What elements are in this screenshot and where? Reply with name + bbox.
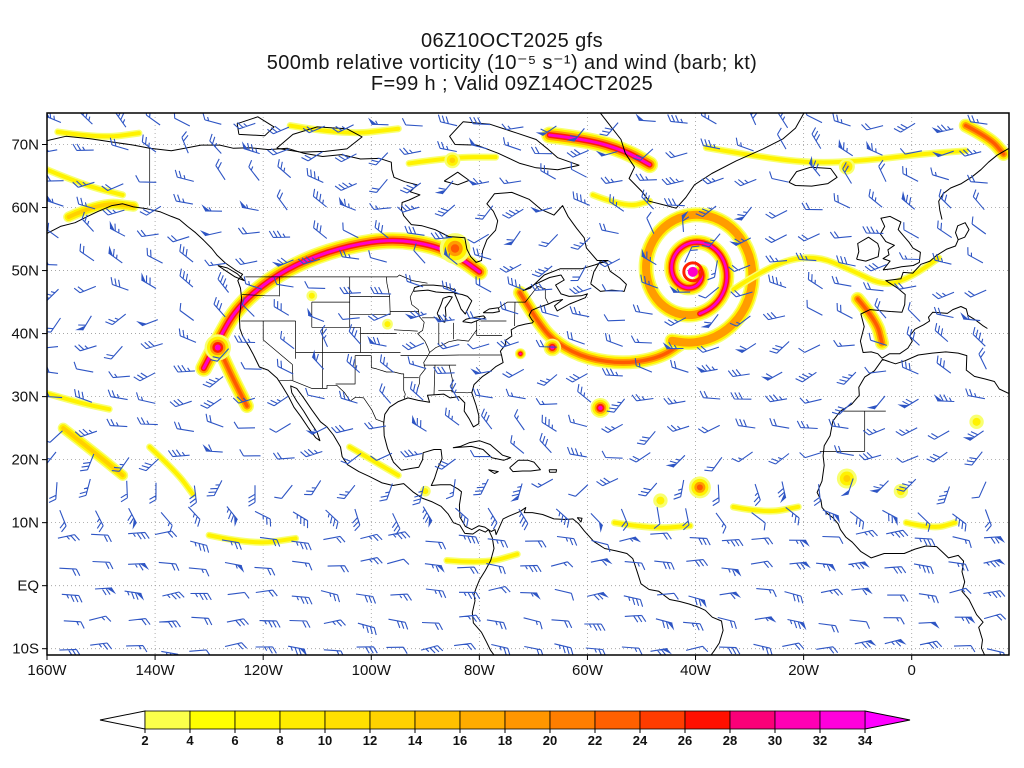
chart-title-line1: 06Z10OCT2025 gfs (420, 30, 604, 52)
lat-tick-label: 50N (11, 263, 39, 280)
colorbar-tick-label: 32 (813, 733, 827, 748)
colorbar: 2 4 6 8 10 12 14 16 18 20 22 24 26 28 30 32 34 (99, 710, 911, 748)
colorbar-tick-label: 18 (498, 733, 512, 748)
lon-axis-labels: 160W 140W 120W 100W 80W 60W 40W 20W 0 (27, 655, 916, 679)
lat-tick-label: 10N (11, 515, 39, 532)
colorbar-tick-label: 10 (318, 733, 332, 748)
colorbar-segment (774, 710, 821, 730)
colorbar-tick-label: 12 (363, 733, 377, 748)
colorbar-tick-label: 34 (858, 733, 873, 748)
colorbar-segment (549, 710, 596, 730)
lon-tick-label: 60W (572, 662, 604, 679)
chart-title-line3: F=99 h ; Valid 09Z14OCT2025 (370, 73, 654, 95)
lon-tick-label: 0 (908, 662, 916, 679)
lat-tick-label: 60N (11, 200, 39, 217)
colorbar-segment (189, 710, 236, 730)
colorbar-tick-label: 22 (588, 733, 602, 748)
lon-tick-label: 140W (135, 662, 175, 679)
chart-title-block: 06Z10OCT2025 gfs 500mb relative vorticit… (0, 30, 1024, 96)
lon-tick-label: 120W (244, 662, 284, 679)
lat-tick-label: 10S (12, 641, 39, 658)
colorbar-tick-label: 8 (276, 733, 283, 748)
colorbar-tick-label: 2 (141, 733, 148, 748)
colorbar-tick-label: 30 (768, 733, 782, 748)
lat-tick-label: 30N (11, 389, 39, 406)
colorbar-tick-label: 28 (723, 733, 737, 748)
map-frame (46, 112, 1010, 656)
lat-tick-label: EQ (17, 578, 39, 595)
colorbar-segment (729, 710, 776, 730)
colorbar-segment (144, 710, 191, 730)
colorbar-tick-label: 20 (543, 733, 557, 748)
colorbar-segment (594, 710, 641, 730)
colorbar-segment (504, 710, 551, 730)
colorbar-segment (234, 710, 281, 730)
colorbar-segment (279, 710, 326, 730)
coastlines-layer (47, 113, 1009, 655)
colorbar-tick-label: 24 (633, 733, 648, 748)
colorbar-tick-label: 16 (453, 733, 467, 748)
grid-layer (46, 113, 1009, 655)
lat-tick-label: 40N (11, 326, 39, 343)
colorbar-segment (639, 710, 686, 730)
colorbar-segment (324, 710, 371, 730)
lat-axis-labels: 70N 60N 50N 40N 30N 20N 10N EQ 10S (11, 137, 47, 658)
colorbar-tick-label: 4 (186, 733, 194, 748)
lon-tick-label: 40W (680, 662, 712, 679)
colorbar-segment (369, 710, 416, 730)
colorbar-above-max-arrow (864, 710, 911, 730)
colorbar-tick-label: 26 (678, 733, 692, 748)
colorbar-segment (459, 710, 506, 730)
colorbar-segment (819, 710, 866, 730)
lat-tick-label: 20N (11, 452, 39, 469)
chart-title-line2: 500mb relative vorticity (10⁻⁵ s⁻¹) and … (266, 51, 758, 74)
colorbar-below-min-arrow (99, 710, 146, 730)
lon-tick-label: 160W (27, 662, 67, 679)
lat-tick-label: 70N (11, 137, 39, 154)
lon-tick-label: 100W (352, 662, 392, 679)
lon-tick-label: 20W (788, 662, 820, 679)
lon-tick-label: 80W (464, 662, 496, 679)
colorbar-tick-label: 14 (408, 733, 423, 748)
colorbar-tick-label: 6 (231, 733, 238, 748)
wind-barbs-layer (47, 113, 1007, 655)
vorticity-layer (47, 118, 1009, 566)
colorbar-segment (414, 710, 461, 730)
colorbar-segment (684, 710, 731, 730)
